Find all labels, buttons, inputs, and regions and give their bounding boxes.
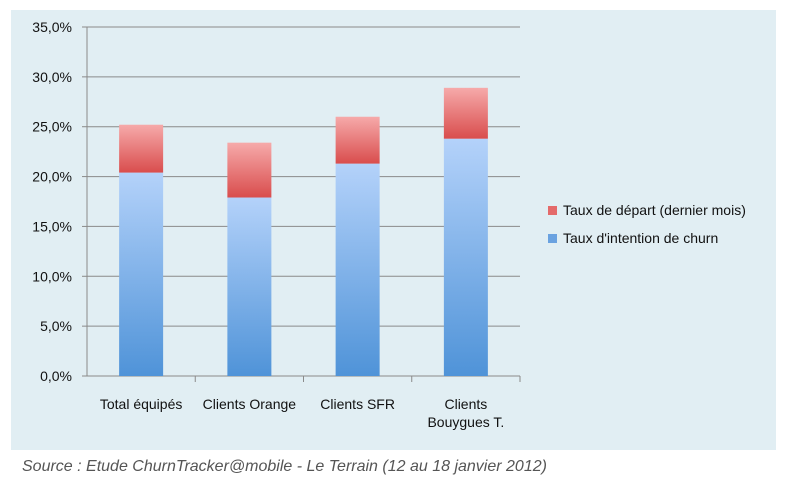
y-tick-label: 30,0% <box>32 69 72 85</box>
y-tick-label: 20,0% <box>32 169 72 185</box>
bar-segment <box>119 172 164 376</box>
legend-label: Taux d'intention de churn <box>563 230 718 246</box>
y-tick-label: 35,0% <box>32 19 72 35</box>
x-tick-label: Clients Bouygues T. <box>427 396 504 430</box>
bar-segment <box>227 197 272 376</box>
bar-segment <box>119 124 164 173</box>
y-tick-label: 15,0% <box>32 218 72 234</box>
y-tick-label: 25,0% <box>32 119 72 135</box>
legend-label: Taux de départ (dernier mois) <box>563 202 746 218</box>
x-tick-label: Clients SFR <box>320 396 395 412</box>
y-tick-label: 5,0% <box>40 318 72 334</box>
x-tick-label: Clients Orange <box>203 396 297 412</box>
y-tick-label: 10,0% <box>32 268 72 284</box>
source-note: Source : Etude ChurnTracker@mobile - Le … <box>22 458 547 475</box>
legend-swatch <box>548 206 557 215</box>
bar-segment <box>443 87 488 139</box>
bar-segment <box>335 116 380 164</box>
bar-segment <box>335 163 380 376</box>
x-tick-label: Total équipés <box>100 396 183 412</box>
bar-segment <box>227 142 272 198</box>
y-tick-label: 0,0% <box>40 368 72 384</box>
legend-swatch <box>548 234 557 243</box>
bar-segment <box>443 138 488 376</box>
